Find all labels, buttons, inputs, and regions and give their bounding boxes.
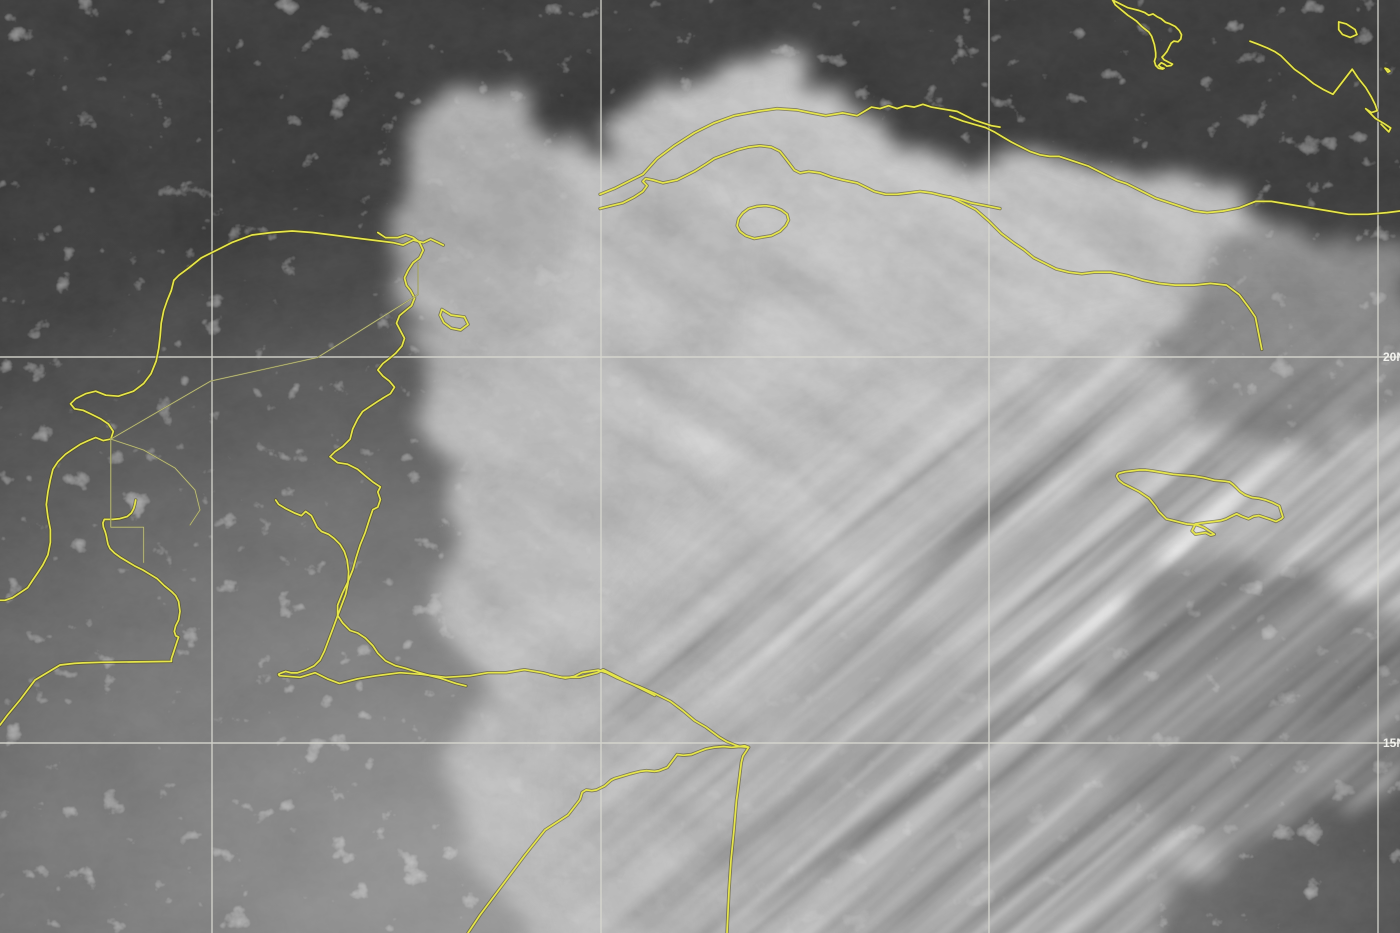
svg-text:20N: 20N [1383, 350, 1400, 364]
svg-text:15N: 15N [1383, 736, 1400, 750]
